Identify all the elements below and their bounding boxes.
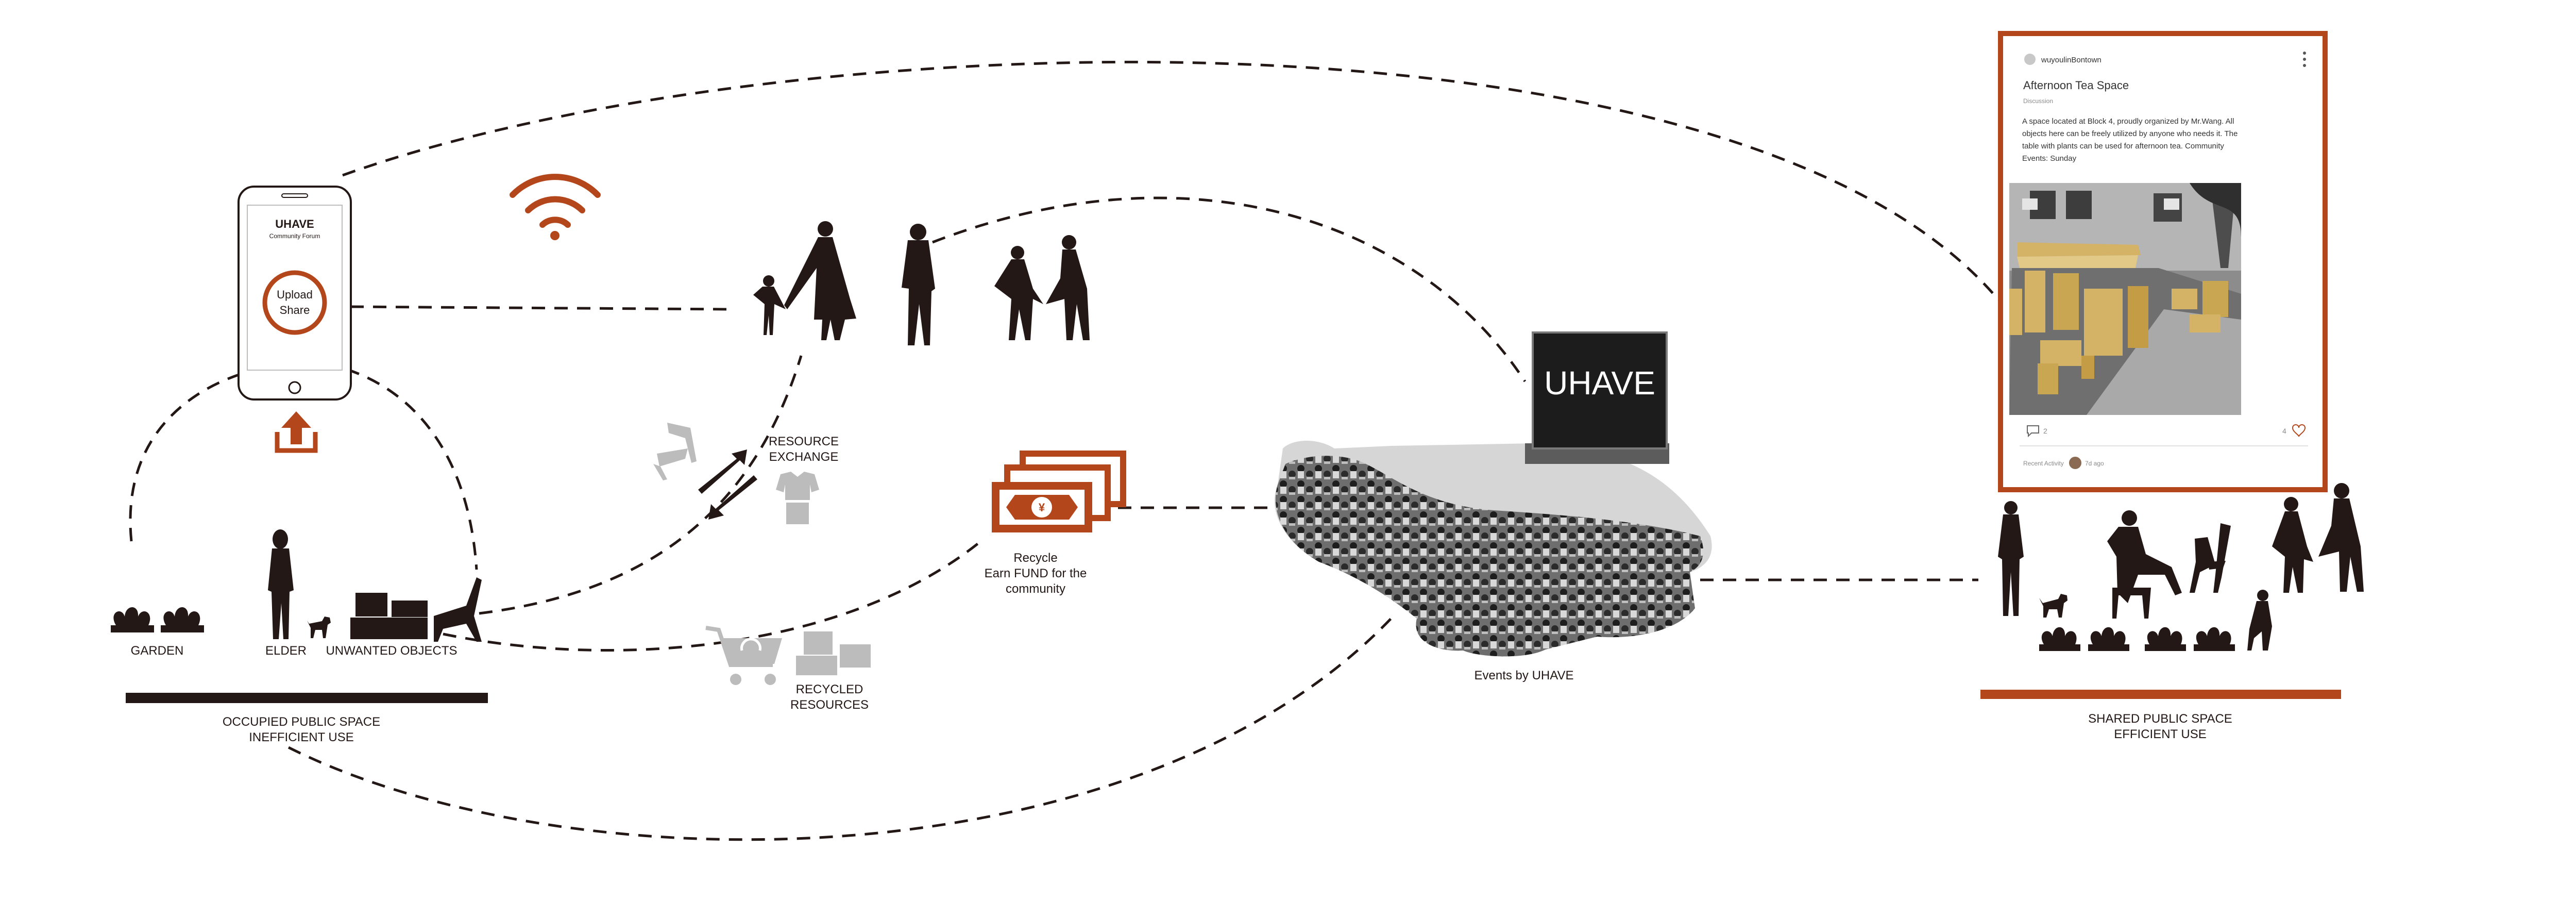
post-username[interactable]: wuyoulinBontown bbox=[2041, 56, 2102, 64]
garden-planters bbox=[111, 607, 204, 632]
occupied-label-1: OCCUPIED PUBLIC SPACE bbox=[223, 715, 380, 729]
money-icon: ¥ bbox=[992, 451, 1126, 532]
armchair-icon bbox=[434, 577, 482, 642]
elder-label: ELDER bbox=[265, 644, 307, 658]
planter-1 bbox=[111, 607, 154, 632]
post-photo[interactable] bbox=[2009, 183, 2241, 415]
recent-activity-label: Recent Activity bbox=[2023, 460, 2064, 467]
couple-figures bbox=[994, 235, 1090, 340]
occupied-label-2: INEFFICIENT USE bbox=[249, 730, 354, 744]
comment-count: 2 bbox=[2043, 427, 2047, 435]
events-label: Events by UHAVE bbox=[1475, 669, 1574, 682]
phone-speaker bbox=[281, 193, 308, 198]
post-body-line-3: table with plants can be used for aftern… bbox=[2022, 142, 2224, 151]
flow-objects-to-fund bbox=[443, 538, 985, 652]
flow-phone-arc-left bbox=[129, 362, 299, 542]
phone-app-subtitle: Community Forum bbox=[269, 232, 320, 240]
man-figure bbox=[902, 224, 935, 345]
post-body-line-4: Events: Sunday bbox=[2022, 154, 2077, 163]
exchange-arrows-icon bbox=[698, 449, 757, 520]
events-screen-text: UHAVE bbox=[1544, 364, 1655, 402]
events-photo bbox=[1274, 331, 1712, 657]
elder-seated bbox=[2247, 590, 2272, 651]
occupied-bar bbox=[126, 693, 488, 703]
dog-right bbox=[2039, 594, 2067, 618]
wifi-icon bbox=[510, 174, 601, 240]
standing-man bbox=[1998, 501, 2024, 616]
post-tag: Discussion bbox=[2023, 97, 2053, 105]
upload-icon bbox=[275, 411, 318, 453]
resource-exchange-label-1: RESOURCE bbox=[769, 435, 839, 448]
post-title[interactable]: Afternoon Tea Space bbox=[2023, 79, 2129, 92]
heart-icon[interactable] bbox=[2292, 424, 2306, 437]
resource-exchange-label-2: EXCHANGE bbox=[769, 450, 839, 464]
elder-figure bbox=[268, 529, 294, 639]
phone-mockup[interactable]: UHAVE Community Forum Upload Share bbox=[238, 186, 352, 401]
comment-icon[interactable] bbox=[2027, 425, 2039, 438]
recycled-boxes bbox=[796, 631, 871, 675]
recycle-label-2: Earn FUND for the bbox=[985, 566, 1087, 580]
flow-figures-to-screen bbox=[932, 196, 1527, 382]
unwanted-objects bbox=[350, 577, 482, 642]
recycle-label-3: community bbox=[1006, 582, 1065, 596]
upload-share-label-1: Upload bbox=[277, 288, 313, 301]
upload-share-label-2: Share bbox=[280, 304, 310, 316]
recent-user-avatar bbox=[2069, 457, 2081, 469]
flow-bottom-arc bbox=[287, 618, 1392, 841]
post-body-line-1: A space located at Block 4, proudly orga… bbox=[2022, 117, 2234, 126]
user-avatar bbox=[2024, 54, 2036, 65]
shared-label-2: EFFICIENT USE bbox=[2114, 727, 2207, 741]
svg-text:¥: ¥ bbox=[1039, 501, 1045, 514]
post-body-line-2: objects here can be freely utilized by a… bbox=[2022, 129, 2238, 138]
flow-lines bbox=[129, 60, 2005, 841]
flow-phone-to-post bbox=[342, 60, 2005, 308]
recycle-label-1: Recycle bbox=[1013, 551, 1057, 565]
like-count: 4 bbox=[2282, 427, 2286, 435]
unwanted-label: UNWANTED OBJECTS bbox=[326, 644, 457, 658]
mother-child-figure bbox=[753, 221, 856, 340]
planter-2 bbox=[161, 607, 204, 632]
phone-app-title: UHAVE bbox=[275, 218, 314, 230]
shared-label-1: SHARED PUBLIC SPACE bbox=[2088, 712, 2232, 726]
shared-space-figures bbox=[1998, 483, 2364, 651]
recycled-resources-label-1: RECYCLED bbox=[796, 682, 863, 696]
shirt-icon bbox=[776, 472, 819, 524]
couple-right bbox=[2272, 483, 2364, 593]
chair-right bbox=[2190, 523, 2231, 593]
forum-post-card[interactable]: wuyoulinBontown Afternoon Tea Space Disc… bbox=[1998, 31, 2328, 492]
events-screen bbox=[1533, 332, 1667, 448]
garden-label: GARDEN bbox=[131, 644, 184, 658]
recycled-resources-label-2: RESOURCES bbox=[790, 698, 869, 712]
people-group bbox=[753, 221, 1090, 345]
garden-planters-right bbox=[2039, 627, 2235, 651]
recent-activity-time: 7d ago bbox=[2085, 460, 2104, 467]
upload-share-button[interactable]: Upload Share bbox=[262, 270, 327, 335]
flow-exchange-arc bbox=[479, 355, 803, 615]
seated-woman bbox=[2107, 510, 2182, 619]
flow-phone-to-family bbox=[350, 305, 730, 311]
phone-home-button bbox=[288, 381, 301, 394]
flow-phone-arc-right bbox=[324, 362, 478, 570]
more-dots-icon[interactable] bbox=[2303, 52, 2306, 67]
shared-bar bbox=[1980, 690, 2341, 699]
chair-icon bbox=[653, 423, 697, 480]
recycle-cart-icon bbox=[705, 626, 782, 685]
dog-figure bbox=[307, 616, 331, 638]
